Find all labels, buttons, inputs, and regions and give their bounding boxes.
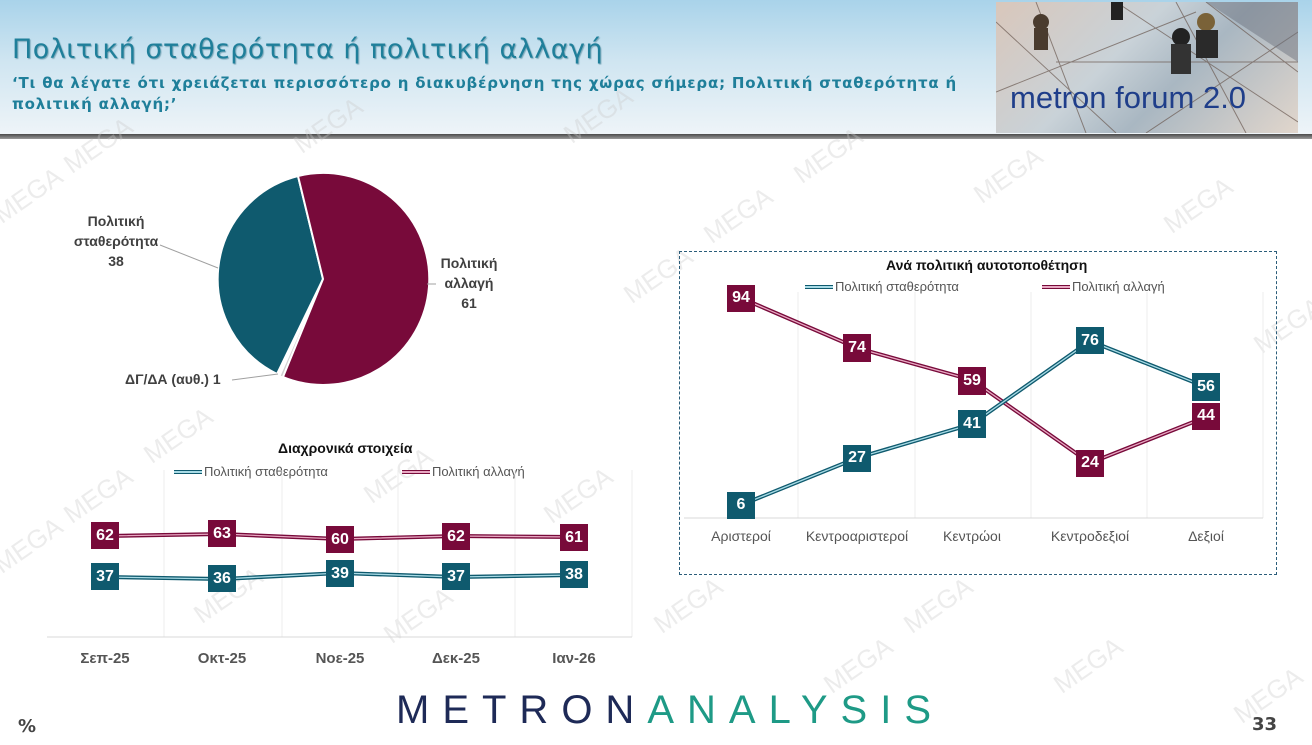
percent-unit: %: [18, 716, 37, 737]
data-label-stability: 37: [447, 568, 465, 585]
x-axis-label: Κεντρώοι: [943, 528, 1001, 544]
legend-line-stability-icon: [174, 469, 202, 474]
pie-label-change: Πολιτική αλλαγή 61: [434, 253, 504, 313]
brand-part-metron: METRON: [396, 688, 648, 732]
data-label-stability: 39: [331, 565, 349, 582]
data-label-change: 61: [565, 529, 583, 546]
header-divider: [0, 134, 1312, 139]
watermark: MEGA: [1048, 630, 1128, 700]
legend-line-change-icon: [402, 469, 430, 474]
ideology-chart-title: Ανά πολιτική αυτοτοποθέτηση: [886, 257, 1088, 273]
data-label-stability: 38: [565, 566, 583, 583]
brand-part-analysis: ANALYSIS: [647, 688, 945, 732]
data-label-stability: 41: [963, 415, 981, 432]
x-axis-label: Αριστεροί: [711, 528, 771, 544]
trend-legend-change: Πολιτική αλλαγή: [402, 464, 525, 479]
data-label-change: 63: [213, 525, 231, 542]
data-label-change: 62: [96, 527, 114, 544]
page-number: 33: [1252, 714, 1278, 735]
watermark: MEGA: [1158, 170, 1238, 240]
x-axis-label: Ιαν-26: [552, 650, 596, 667]
data-label-change: 94: [732, 289, 750, 306]
data-label-stability: 37: [96, 568, 114, 585]
legend-label: Πολιτική σταθερότητα: [835, 279, 959, 294]
legend-label: Πολιτική αλλαγή: [432, 464, 525, 479]
legend-line-stability-icon: [805, 284, 833, 289]
ideology-plot-svg: [684, 285, 1264, 519]
x-axis-label: Οκτ-25: [197, 650, 247, 667]
data-label-change: 59: [963, 372, 981, 389]
logo-photo-icon: [996, 2, 1298, 133]
pie-value-change: 61: [461, 295, 477, 311]
watermark: MEGA: [648, 570, 728, 640]
x-axis-label: Κεντροαριστεροί: [805, 528, 909, 544]
x-axis-label: Δεξιοί: [1188, 528, 1224, 544]
pie-value-stability: 38: [108, 253, 124, 269]
metron-analysis-logo: METRONANALYSIS: [396, 688, 944, 733]
pie-label-dk: ΔΓ/ΔΑ (αυθ.) 1: [125, 371, 221, 387]
x-axis-label: Δεκ-25: [432, 650, 480, 667]
x-axis-label: Σεπ-25: [80, 650, 130, 667]
pie-chart: Πολιτική σταθερότητα 38 Πολιτική αλλαγή …: [0, 150, 640, 410]
pie-label-stability-line1: Πολιτική: [87, 213, 145, 229]
logo-text: metron forum 2.0: [1010, 80, 1247, 115]
trend-plot-svg: [47, 470, 633, 638]
page-title: Πολιτική σταθερότητα ή πολιτική αλλαγή: [12, 34, 604, 65]
header-banner: Πολιτική σταθερότητα ή πολιτική αλλαγή ‘…: [0, 0, 1312, 134]
pie-svg: [159, 171, 436, 386]
ideology-legend-stability: Πολιτική σταθερότητα: [805, 279, 959, 294]
legend-label: Πολιτική αλλαγή: [1072, 279, 1165, 294]
data-label-stability: 36: [213, 570, 231, 587]
trend-chart: Διαχρονικά στοιχεία Πολιτική σταθερότητα…: [0, 430, 660, 680]
data-label-change: 24: [1081, 454, 1099, 471]
data-label-change: 60: [331, 531, 349, 548]
metron-forum-logo: metron forum 2.0: [996, 2, 1298, 133]
pie-label-stability: Πολιτική σταθερότητα 38: [68, 211, 164, 271]
pie-label-change-line1: Πολιτική: [440, 255, 498, 271]
trend-chart-title: Διαχρονικά στοιχεία: [278, 440, 413, 456]
data-label-stability: 27: [848, 449, 866, 466]
legend-line-change-icon: [1042, 284, 1070, 289]
x-axis-label: Κεντροδεξιοί: [1050, 528, 1130, 544]
watermark: MEGA: [898, 570, 978, 640]
trend-legend-stability: Πολιτική σταθερότητα: [174, 464, 328, 479]
data-label-stability: 56: [1197, 378, 1215, 395]
ideology-legend-change: Πολιτική αλλαγή: [1042, 279, 1165, 294]
pie-label-stability-line2: σταθερότητα: [73, 233, 159, 249]
watermark: MEGA: [968, 140, 1048, 210]
legend-label: Πολιτική σταθερότητα: [204, 464, 328, 479]
data-label-stability: 6: [736, 496, 746, 513]
watermark: MEGA: [698, 180, 778, 250]
pie-label-change-line2: αλλαγή: [444, 275, 494, 291]
question-subtitle: ‘Τι θα λέγατε ότι χρειάζεται περισσότερο…: [12, 74, 957, 113]
x-axis-label: Νοε-25: [315, 650, 365, 667]
data-label-change: 74: [848, 339, 866, 356]
data-label-change: 44: [1197, 407, 1215, 424]
data-label-change: 62: [447, 528, 465, 545]
ideology-chart: Ανά πολιτική αυτοτοποθέτηση Πολιτική στα…: [679, 251, 1277, 575]
data-label-stability: 76: [1081, 332, 1099, 349]
